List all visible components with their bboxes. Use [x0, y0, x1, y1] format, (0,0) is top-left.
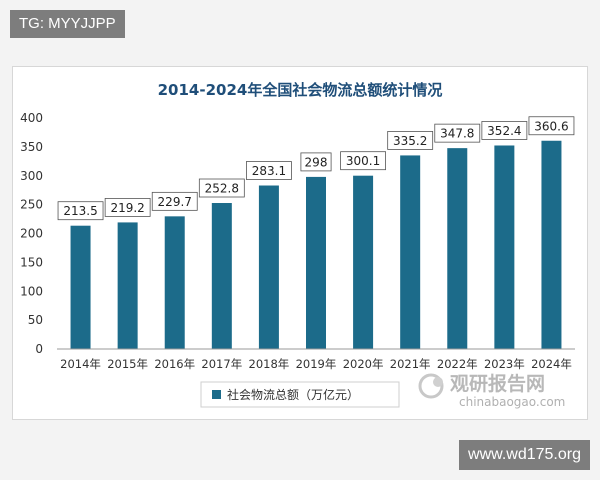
bar: [258, 185, 279, 349]
data-label: 229.7: [158, 195, 192, 209]
y-tick-label: 350: [20, 140, 43, 154]
bar: [353, 175, 374, 349]
logo-dot-icon: [433, 377, 443, 387]
y-tick-label: 100: [20, 284, 43, 298]
y-tick-label: 0: [35, 342, 43, 356]
data-label: 283.1: [252, 164, 286, 178]
y-tick-label: 150: [20, 255, 43, 269]
data-label: 360.6: [534, 119, 568, 133]
x-tick-label: 2024年: [531, 357, 572, 371]
bar: [494, 145, 515, 349]
x-tick-label: 2020年: [343, 357, 384, 371]
data-label-box: [434, 123, 481, 143]
data-label-box: [387, 131, 434, 150]
bar: [447, 148, 468, 349]
data-label: 347.8: [440, 127, 474, 141]
data-label-box: [246, 161, 292, 180]
logo-url: chinabaogao.com: [459, 395, 565, 409]
x-tick-label: 2021年: [390, 357, 431, 371]
x-tick-label: 2014年: [60, 357, 101, 371]
bar: [541, 140, 562, 349]
y-tick-label: 50: [28, 313, 43, 327]
data-label-box: [57, 201, 104, 221]
data-label-box: [528, 116, 575, 136]
legend-swatch: [212, 390, 221, 399]
bar-series: 213.5 219.2 229.7 252.8 283.1 298 300.1 335.2 34…: [57, 116, 575, 349]
bar: [70, 225, 91, 349]
x-tick-label: 2016年: [154, 357, 195, 371]
y-tick-label: 300: [20, 169, 43, 183]
data-label: 252.8: [205, 182, 239, 196]
data-label: 298: [305, 155, 328, 169]
x-tick-label: 2015年: [107, 357, 148, 371]
data-label-box: [198, 178, 245, 198]
bottom-watermark-badge: www.wd175.org: [459, 440, 590, 470]
brand-logo: 观研报告网 chinabaogao.com: [418, 372, 565, 409]
legend: 社会物流总额（万亿元）: [200, 381, 400, 408]
chart-title: 2014-2024年全国社会物流总额统计情况: [158, 81, 443, 99]
x-tick-label: 2022年: [437, 357, 478, 371]
y-tick-label: 400: [20, 111, 43, 125]
data-label: 300.1: [346, 154, 380, 168]
bar: [400, 155, 421, 349]
bar: [117, 222, 138, 349]
y-tick-label: 250: [20, 198, 43, 212]
bar: [306, 176, 326, 349]
legend-box: [200, 381, 400, 408]
data-label-box: [340, 151, 386, 171]
y-axis: 0 50 100 150 200 250 300 350 400: [20, 111, 43, 356]
bar-chart: 2014-2024年全国社会物流总额统计情况 0 50 100 150 200 250 30…: [20, 81, 575, 409]
x-tick-label: 2019年: [296, 357, 337, 371]
data-label-box: [104, 198, 151, 217]
data-label-box: [300, 152, 332, 172]
logo-swirl-icon: [418, 373, 444, 399]
data-label: 335.2: [393, 134, 427, 148]
x-tick-label: 2017年: [201, 357, 242, 371]
x-tick-label: 2023年: [484, 357, 525, 371]
x-tick-label: 2018年: [249, 357, 290, 371]
y-tick-label: 200: [20, 227, 43, 241]
data-label: 219.2: [110, 201, 144, 215]
legend-label: 社会物流总额（万亿元）: [227, 387, 359, 402]
logo-name: 观研报告网: [450, 372, 545, 395]
x-axis: 2014年 2015年 2016年 2017年 2018年 2019年 2020年 2021年…: [57, 348, 575, 371]
top-watermark-badge: TG: MYYJJPP: [10, 10, 125, 38]
bar: [211, 203, 232, 349]
data-label: 213.5: [63, 204, 97, 218]
data-label: 352.4: [487, 124, 521, 138]
data-label-box: [151, 191, 198, 211]
data-label-box: [481, 121, 528, 140]
bar: [164, 216, 185, 349]
chart-card: 2014-2024年全国社会物流总额统计情况 0 50 100 150 200 250 30…: [12, 66, 588, 420]
